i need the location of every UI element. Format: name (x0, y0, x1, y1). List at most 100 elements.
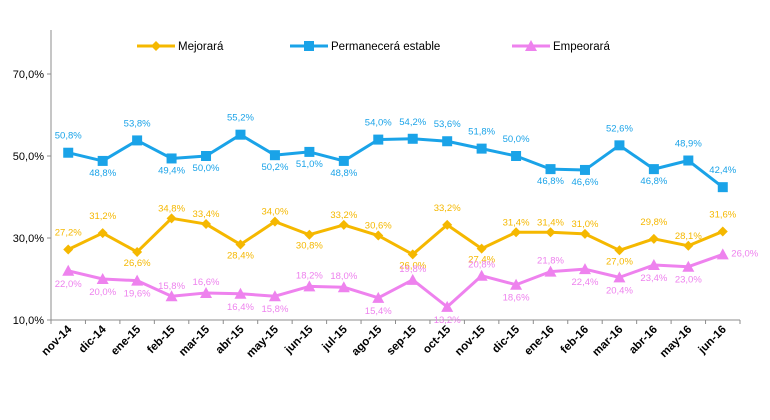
data-point (683, 240, 694, 251)
data-point (200, 286, 213, 298)
x-tick-label: abr-16 (627, 324, 660, 357)
data-point (475, 269, 488, 281)
data-label: 26,0% (731, 248, 758, 259)
data-point (579, 164, 590, 175)
data-point (441, 300, 454, 312)
x-tick-label: may-16 (658, 324, 695, 361)
x-tick-label: dic-14 (77, 323, 109, 355)
data-label: 34,8% (158, 203, 185, 214)
plot-area: 27,2% 31,2% 26,6% 34,8% 33,4% 28,4% 34,0% 30,8%… (55, 113, 759, 326)
legend-item: Empeorará (512, 40, 610, 53)
data-label: 33,4% (193, 209, 220, 220)
series-line (67, 216, 724, 256)
x-tick-label: sep-15 (385, 323, 420, 358)
data-label: 53,6% (434, 119, 461, 130)
data-label: 50,0% (193, 163, 220, 174)
legend-label: Mejorará (178, 41, 224, 53)
data-point (131, 274, 144, 286)
data-point (166, 213, 177, 224)
data-point (132, 246, 143, 257)
data-label: 29,8% (640, 217, 667, 228)
data-point (406, 273, 419, 285)
x-tick-label: ene-15 (109, 323, 144, 358)
data-label: 19,8% (399, 264, 426, 275)
legend-marker (525, 40, 537, 51)
data-point (304, 146, 315, 157)
x-tick-label: feb-16 (559, 324, 591, 356)
data-label: 48,8% (89, 168, 116, 179)
data-point (166, 153, 177, 164)
x-tick-label: oct-15 (421, 323, 454, 356)
x-tick-label: nov-15 (453, 323, 488, 358)
x-tick-label: dic-15 (490, 323, 522, 355)
y-tick-label: 50,0% (13, 151, 44, 163)
data-label: 31,4% (503, 217, 530, 228)
data-label: 21,8% (537, 256, 564, 267)
data-label: 26,0% (399, 260, 426, 271)
data-label: 18,0% (330, 271, 357, 282)
data-label: 22,4% (572, 277, 599, 288)
x-tick-label: may-15 (245, 323, 282, 360)
data-point (407, 249, 418, 260)
data-label: 42,4% (709, 165, 736, 176)
data-label: 13,2% (434, 315, 461, 326)
data-point (578, 263, 591, 275)
y-tick-label: 10,0% (13, 315, 44, 327)
data-point (269, 216, 280, 227)
data-point (613, 271, 626, 283)
data-label: 54,0% (365, 118, 392, 129)
data-label: 49,4% (158, 165, 185, 176)
data-point (97, 155, 108, 166)
series-permanecera-estable: 50,8% 48,8% 53,8% 49,4% 50,0% 55,2% 50,2% 51,0%… (55, 113, 737, 193)
data-point (545, 164, 556, 175)
data-label: 48,9% (675, 139, 702, 150)
data-point (717, 226, 728, 237)
x-tick-label: ene-16 (522, 324, 556, 358)
data-label: 30,6% (365, 221, 392, 232)
data-label: 33,2% (434, 203, 461, 214)
data-label: 46,6% (572, 177, 599, 188)
x-tick-label: mar-15 (177, 323, 213, 359)
x-axis: nov-14 dic-14 ene-15 feb-15 mar-15 abr-15may-… (40, 319, 741, 361)
data-label: 27,2% (55, 227, 82, 238)
data-label: 23,4% (640, 273, 667, 284)
data-point (407, 133, 418, 144)
data-point (442, 136, 453, 147)
data-point (97, 228, 108, 239)
data-label: 31,2% (89, 211, 116, 222)
data-point (338, 219, 349, 230)
data-label: 54,2% (399, 117, 426, 128)
data-label: 15,8% (261, 304, 288, 315)
data-point (304, 229, 315, 240)
data-label: 20,4% (606, 285, 633, 296)
data-point (510, 278, 523, 290)
data-label: 50,8% (55, 131, 82, 142)
data-label: 31,0% (572, 219, 599, 230)
data-point (683, 155, 694, 166)
data-label: 19,6% (124, 289, 151, 300)
data-point (234, 287, 247, 299)
x-tick-label: ago-15 (350, 323, 385, 358)
data-label: 26,6% (124, 258, 151, 269)
data-label: 51,8% (468, 127, 495, 138)
data-point (614, 140, 625, 151)
y-axis: 10,0% 30,0% 50,0% 70,0% (13, 30, 52, 327)
data-label: 28,4% (227, 251, 254, 262)
data-point (338, 155, 349, 166)
data-point (235, 239, 246, 250)
data-point (268, 290, 281, 302)
data-point (269, 150, 280, 161)
x-tick-label: abr-15 (214, 323, 247, 356)
data-point (63, 147, 74, 158)
data-point (647, 259, 660, 271)
data-point (63, 244, 74, 255)
data-label: 30,8% (296, 241, 323, 252)
data-point (511, 151, 522, 161)
data-label: 16,4% (227, 302, 254, 313)
x-tick-label: jun-16 (696, 324, 729, 357)
data-point (476, 243, 487, 254)
data-label: 28,1% (675, 231, 702, 242)
data-point (96, 273, 109, 284)
data-label: 50,0% (503, 134, 530, 145)
